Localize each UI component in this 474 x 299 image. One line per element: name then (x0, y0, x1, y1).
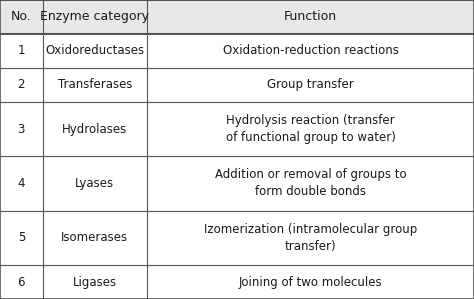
Text: 3: 3 (18, 123, 25, 136)
Bar (0, 156, 474, 211)
Text: 2: 2 (18, 78, 25, 91)
Text: Lyases: Lyases (75, 177, 114, 190)
Text: Oxidation-reduction reactions: Oxidation-reduction reactions (222, 45, 399, 57)
Text: Isomerases: Isomerases (61, 231, 128, 244)
Text: Addition or removal of groups to
form double bonds: Addition or removal of groups to form do… (215, 168, 406, 199)
Text: Ligases: Ligases (73, 275, 117, 289)
Text: Izomerization (intramolecular group
transfer): Izomerization (intramolecular group tran… (204, 223, 417, 253)
Text: Function: Function (284, 10, 337, 24)
Text: Transferases: Transferases (57, 78, 132, 91)
Bar (0, 34, 474, 68)
Text: 6: 6 (18, 275, 25, 289)
Bar (0, 211, 474, 265)
Text: Group transfer: Group transfer (267, 78, 354, 91)
Text: Joining of two molecules: Joining of two molecules (238, 275, 383, 289)
Text: 4: 4 (18, 177, 25, 190)
Text: 5: 5 (18, 231, 25, 244)
Text: Oxidoreductases: Oxidoreductases (45, 45, 145, 57)
Text: Hydrolysis reaction (transfer
of functional group to water): Hydrolysis reaction (transfer of functio… (226, 114, 395, 144)
Text: Enzyme category: Enzyme category (40, 10, 149, 24)
Text: No.: No. (11, 10, 32, 24)
Bar (0, 265, 474, 299)
Text: Hydrolases: Hydrolases (62, 123, 128, 136)
Bar (0, 68, 474, 102)
Bar (0, 102, 474, 156)
Text: 1: 1 (18, 45, 25, 57)
Bar (0, 0, 474, 34)
